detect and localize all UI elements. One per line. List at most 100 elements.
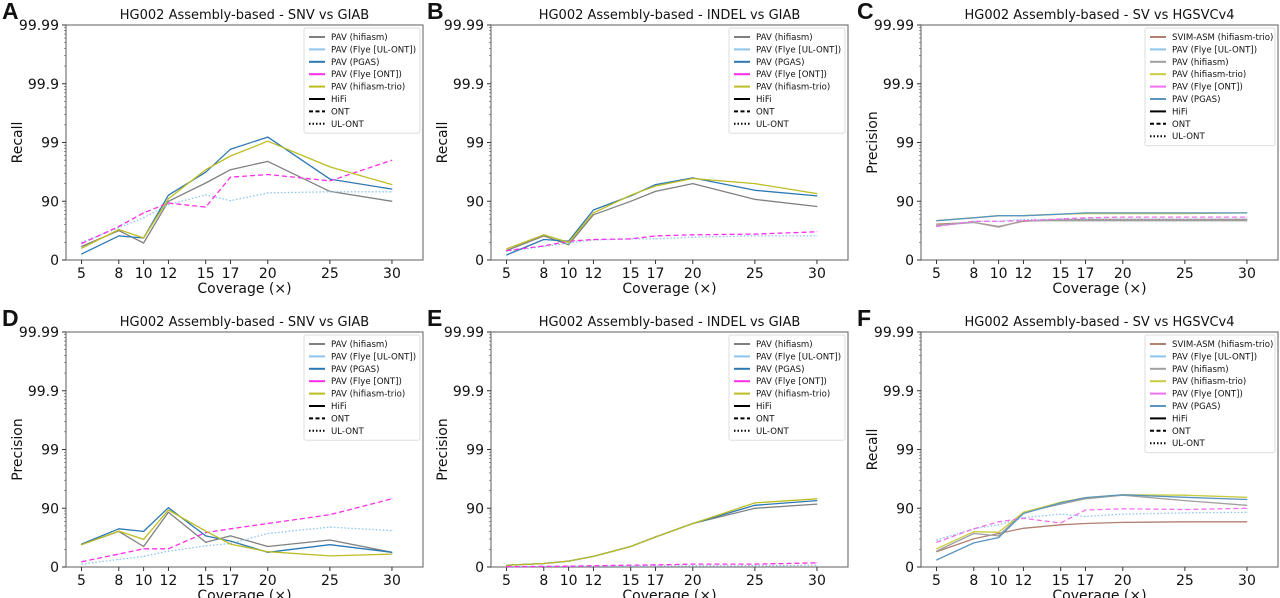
legend-label: PAV (PGAS) <box>756 365 804 375</box>
data-point <box>205 532 207 534</box>
x-tick-label: 5 <box>932 573 941 589</box>
data-point <box>1084 497 1087 499</box>
data-point <box>1084 218 1087 220</box>
series-line-4 <box>81 509 393 557</box>
legend-label: PAV (Flye [ONT]) <box>331 377 402 387</box>
series-line-1 <box>936 218 1248 227</box>
y-tick-label: 99.99 <box>444 18 484 34</box>
legend-label: PAV (hifiasm-trio) <box>331 390 405 400</box>
data-point <box>229 528 232 530</box>
series-line-3 <box>81 159 393 245</box>
data-point <box>754 565 756 567</box>
data-point <box>267 160 269 163</box>
data-point <box>1184 512 1186 514</box>
data-point <box>1022 527 1025 529</box>
data-point <box>1184 216 1186 218</box>
y-tick-label: 99 <box>41 443 59 459</box>
legend-label: ONT <box>1172 120 1191 130</box>
y-tick-label: 99.99 <box>19 325 59 341</box>
data-point <box>391 183 393 186</box>
legend-label: PAV (Flye [UL-ONT]) <box>1172 45 1257 55</box>
legend-label: PAV (hifiasm-trio) <box>1172 70 1246 80</box>
data-point <box>592 555 595 558</box>
x-tick-label: 30 <box>383 573 401 589</box>
data-point <box>505 564 508 566</box>
x-tick-label: 5 <box>932 266 941 282</box>
y-axis-label: Recall <box>435 122 451 164</box>
data-point <box>692 522 694 525</box>
data-point <box>973 538 975 540</box>
data-point <box>998 535 1000 537</box>
legend-label: HiFi <box>1172 414 1188 424</box>
x-tick-label: 10 <box>990 573 1008 589</box>
series-line-1 <box>81 526 393 565</box>
x-axis-label: Coverage (×) <box>1052 588 1146 598</box>
data-point <box>329 178 331 180</box>
x-tick-label: 12 <box>160 573 178 589</box>
data-point <box>998 524 1000 526</box>
y-tick-label: 99.99 <box>874 325 914 341</box>
legend-label: PAV (Flye [ONT]) <box>1172 390 1243 400</box>
data-point <box>543 245 545 247</box>
x-tick-label: 15 <box>622 266 640 282</box>
x-axis-label: Coverage (×) <box>622 588 716 598</box>
y-tick-label: 99.9 <box>883 384 914 400</box>
data-point <box>267 522 269 525</box>
data-point <box>592 565 595 567</box>
x-tick-label: 12 <box>1015 573 1033 589</box>
data-point <box>973 531 975 533</box>
data-point <box>143 548 145 550</box>
data-point <box>118 228 120 231</box>
data-point <box>167 550 170 552</box>
data-point <box>692 236 694 238</box>
data-point <box>543 234 545 236</box>
data-point <box>998 537 1000 539</box>
data-point <box>1184 494 1186 496</box>
data-point <box>143 237 145 239</box>
data-point <box>80 247 83 249</box>
x-tick-label: 17 <box>222 573 240 589</box>
data-point <box>973 532 975 535</box>
data-point <box>754 563 756 565</box>
data-point <box>267 545 269 548</box>
x-tick-label: 30 <box>808 266 826 282</box>
x-tick-label: 30 <box>1238 266 1256 282</box>
y-tick-label: 0 <box>905 253 914 269</box>
data-point <box>80 241 83 243</box>
data-point <box>592 214 595 216</box>
data-point <box>167 200 170 202</box>
y-axis-label: Precision <box>865 111 881 173</box>
chart-title: HG002 Assembly-based - SV vs HGSVCv4 <box>964 8 1234 23</box>
data-point <box>229 540 232 542</box>
data-point <box>754 233 756 235</box>
data-point <box>118 225 120 228</box>
data-point <box>167 202 170 204</box>
data-point <box>1022 511 1025 513</box>
y-tick-label: 90 <box>466 194 484 210</box>
data-point <box>654 536 657 538</box>
x-tick-label: 20 <box>684 266 702 282</box>
x-tick-label: 12 <box>160 266 178 282</box>
legend-box <box>303 27 421 134</box>
data-point <box>229 535 232 537</box>
series-line-5 <box>936 494 1248 561</box>
legend-label: PAV (hifiasm-trio) <box>1172 377 1246 387</box>
data-point <box>329 191 331 193</box>
data-point <box>654 183 657 186</box>
data-point <box>654 235 657 237</box>
data-point <box>229 543 232 545</box>
y-tick-label: 99 <box>896 136 914 152</box>
chart-title: HG002 Assembly-based - SV vs HGSVCv4 <box>964 315 1234 330</box>
chart-title: HG002 Assembly-based - INDEL vs GIAB <box>539 315 801 330</box>
data-point <box>935 220 938 222</box>
data-point <box>568 244 570 246</box>
data-point <box>1084 220 1087 222</box>
data-point <box>1122 212 1124 214</box>
data-point <box>205 206 207 208</box>
data-point <box>592 209 595 211</box>
legend-label: PAV (hifiasm) <box>1172 58 1229 68</box>
data-point <box>592 238 595 241</box>
data-point <box>391 553 393 555</box>
x-tick-label: 30 <box>1238 573 1256 589</box>
y-tick-label: 99.99 <box>19 18 59 34</box>
